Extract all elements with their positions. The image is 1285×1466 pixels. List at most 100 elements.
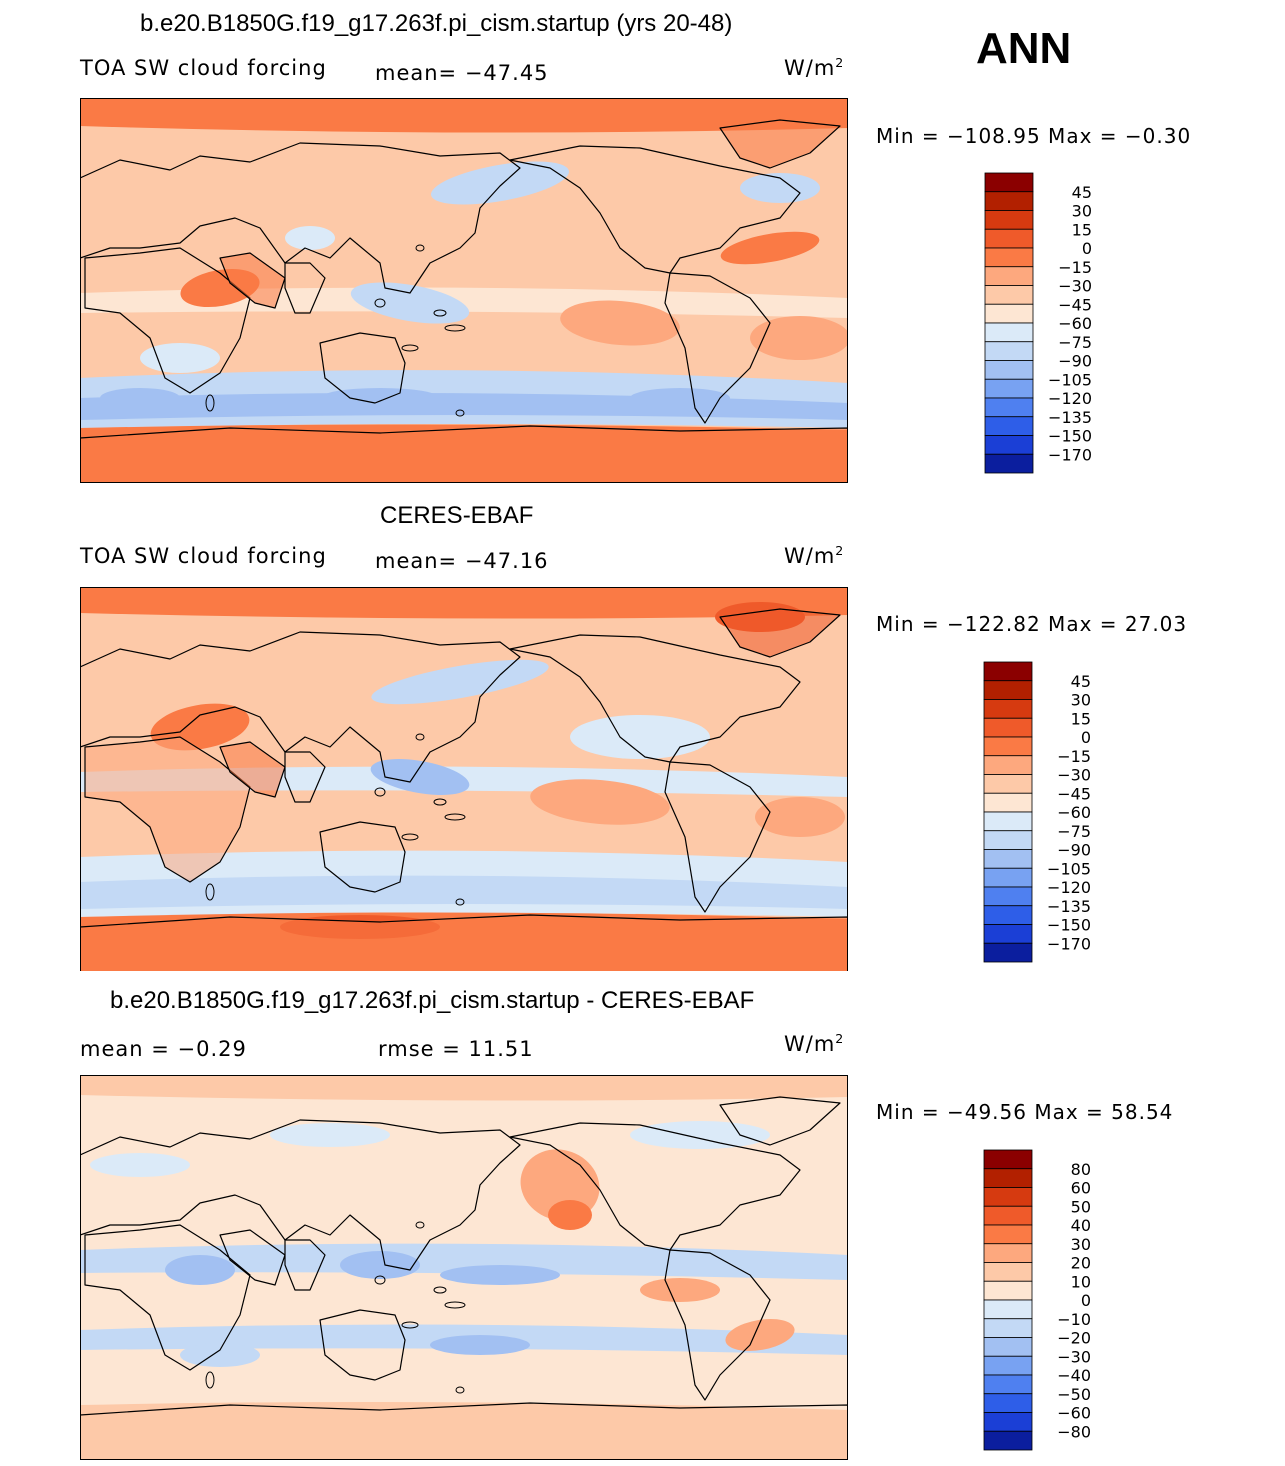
colorbar-swatch bbox=[983, 849, 1033, 869]
colorbar-tick-label: 50 bbox=[1071, 1197, 1091, 1216]
panel2-minmax: Min = −122.82 Max = 27.03 bbox=[876, 612, 1188, 636]
colorbar-tick-label: −60 bbox=[1057, 803, 1091, 822]
colorbar-tick-label: −45 bbox=[1058, 295, 1092, 314]
colorbar-swatch bbox=[983, 1168, 1033, 1188]
colorbar-tick-label: 30 bbox=[1071, 1235, 1091, 1254]
panel3-minmax: Min = −49.56 Max = 58.54 bbox=[876, 1100, 1174, 1124]
colorbar-tick-label: −150 bbox=[1047, 916, 1091, 935]
colorbar-tick-label: −80 bbox=[1057, 1422, 1091, 1441]
colorbar-swatch bbox=[983, 1149, 1033, 1170]
colorbar-swatch bbox=[984, 285, 1034, 305]
colorbar-tick-label: −15 bbox=[1058, 258, 1092, 277]
colorbar-swatch bbox=[984, 247, 1034, 268]
panel3-units: W/m2 bbox=[784, 1031, 845, 1056]
colorbar-swatch bbox=[983, 1412, 1033, 1432]
panel3-title: b.e20.B1850G.f19_g17.263f.pi_cism.startu… bbox=[110, 987, 755, 1014]
colorbar-tick-label: −170 bbox=[1048, 445, 1092, 464]
colorbar-tick-label: 15 bbox=[1071, 709, 1091, 728]
panel2-mean-label: mean= −47.16 bbox=[375, 549, 549, 573]
colorbar-swatch bbox=[983, 811, 1033, 832]
panel1-variable-label: TOA SW cloud forcing bbox=[80, 56, 327, 80]
colorbar-tick-label: −15 bbox=[1057, 747, 1091, 766]
colorbar-swatch bbox=[983, 1355, 1033, 1376]
colorbar-tick-label: 10 bbox=[1071, 1272, 1091, 1291]
colorbar-tick-label: −150 bbox=[1048, 427, 1092, 446]
colorbar-tick-label: 30 bbox=[1072, 202, 1092, 221]
colorbar-swatch bbox=[983, 792, 1033, 813]
colorbar-swatch bbox=[984, 322, 1034, 343]
colorbar-swatch bbox=[983, 774, 1033, 794]
panel2-colorbar: 4530150−15−30−45−60−75−90−105−120−135−15… bbox=[983, 661, 1091, 963]
colorbar-swatch bbox=[983, 867, 1033, 888]
colorbar-swatch bbox=[983, 830, 1033, 850]
colorbar-tick-label: −135 bbox=[1047, 897, 1091, 916]
colorbar-swatch bbox=[983, 1299, 1033, 1320]
colorbar-swatch bbox=[983, 755, 1033, 775]
panel2-variable-label: TOA SW cloud forcing bbox=[80, 544, 327, 568]
colorbar-tick-label: −50 bbox=[1057, 1385, 1091, 1404]
colorbar-tick-label: −30 bbox=[1057, 1347, 1091, 1366]
season-label: ANN bbox=[976, 24, 1072, 73]
colorbar-tick-label: −20 bbox=[1057, 1329, 1091, 1348]
colorbar-swatch bbox=[983, 1393, 1033, 1413]
colorbar-swatch bbox=[984, 453, 1034, 474]
colorbar-swatch bbox=[983, 1318, 1033, 1338]
colorbar-swatch bbox=[984, 416, 1034, 436]
colorbar-swatch bbox=[983, 699, 1033, 719]
colorbar-tick-label: −30 bbox=[1058, 277, 1092, 296]
colorbar-swatch bbox=[984, 435, 1034, 455]
colorbar-swatch bbox=[983, 886, 1033, 907]
colorbar-swatch bbox=[983, 680, 1033, 700]
colorbar-swatch bbox=[983, 717, 1033, 738]
panel3-rmse-label: rmse = 11.51 bbox=[378, 1037, 534, 1061]
colorbar-swatch bbox=[984, 266, 1034, 286]
panel1-units: W/m2 bbox=[784, 55, 845, 80]
colorbar-tick-label: −120 bbox=[1047, 878, 1091, 897]
panel1-title: b.e20.B1850G.f19_g17.263f.pi_cism.startu… bbox=[140, 10, 733, 37]
colorbar-tick-label: −75 bbox=[1057, 822, 1091, 841]
colorbar-swatch bbox=[984, 378, 1034, 399]
colorbar-swatch bbox=[984, 228, 1034, 249]
colorbar-tick-label: −170 bbox=[1047, 934, 1091, 953]
colorbar-tick-label: −30 bbox=[1057, 766, 1091, 785]
colorbar-tick-label: 0 bbox=[1081, 1291, 1091, 1310]
colorbar-swatch bbox=[984, 341, 1034, 361]
colorbar-swatch bbox=[983, 1224, 1033, 1245]
colorbar-swatch bbox=[983, 1374, 1033, 1395]
colorbar-tick-label: 0 bbox=[1082, 239, 1092, 258]
colorbar-swatch bbox=[983, 736, 1033, 757]
colorbar-swatch bbox=[983, 942, 1033, 963]
colorbar-tick-label: 0 bbox=[1081, 728, 1091, 747]
colorbar-tick-label: −135 bbox=[1048, 408, 1092, 427]
colorbar-tick-label: −75 bbox=[1058, 333, 1092, 352]
panel1-mean-label: mean= −47.45 bbox=[375, 61, 549, 85]
colorbar-tick-label: −90 bbox=[1058, 352, 1092, 371]
colorbar-swatch bbox=[984, 397, 1034, 418]
colorbar-tick-label: −60 bbox=[1058, 314, 1092, 333]
colorbar-swatch bbox=[984, 360, 1034, 380]
colorbar-tick-label: 60 bbox=[1071, 1179, 1091, 1198]
colorbar-swatch bbox=[983, 661, 1033, 682]
colorbar-tick-label: 30 bbox=[1071, 691, 1091, 710]
panel3-mean-label: mean = −0.29 bbox=[80, 1037, 247, 1061]
panel3-map bbox=[80, 1075, 848, 1460]
colorbar-tick-label: 80 bbox=[1071, 1160, 1091, 1179]
colorbar-swatch bbox=[984, 303, 1034, 324]
colorbar-tick-label: −40 bbox=[1057, 1366, 1091, 1385]
panel1-map bbox=[80, 98, 848, 483]
colorbar-tick-label: −105 bbox=[1048, 370, 1092, 389]
colorbar-swatch bbox=[983, 1262, 1033, 1282]
panel2-title: CERES-EBAF bbox=[380, 502, 534, 529]
colorbar-swatch bbox=[984, 210, 1034, 230]
colorbar-swatch bbox=[984, 172, 1034, 193]
panel1-minmax: Min = −108.95 Max = −0.30 bbox=[876, 124, 1192, 148]
colorbar-swatch bbox=[983, 1280, 1033, 1301]
colorbar-tick-label: −10 bbox=[1057, 1310, 1091, 1329]
colorbar-tick-label: −105 bbox=[1047, 859, 1091, 878]
panel1-colorbar: 4530150−15−30−45−60−75−90−105−120−135−15… bbox=[984, 172, 1092, 474]
panel2-units: W/m2 bbox=[784, 543, 845, 568]
colorbar-tick-label: 15 bbox=[1072, 220, 1092, 239]
colorbar-tick-label: 40 bbox=[1071, 1216, 1091, 1235]
colorbar-tick-label: −120 bbox=[1048, 389, 1092, 408]
